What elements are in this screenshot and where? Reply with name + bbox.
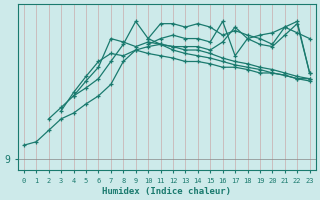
X-axis label: Humidex (Indice chaleur): Humidex (Indice chaleur) [102, 187, 231, 196]
